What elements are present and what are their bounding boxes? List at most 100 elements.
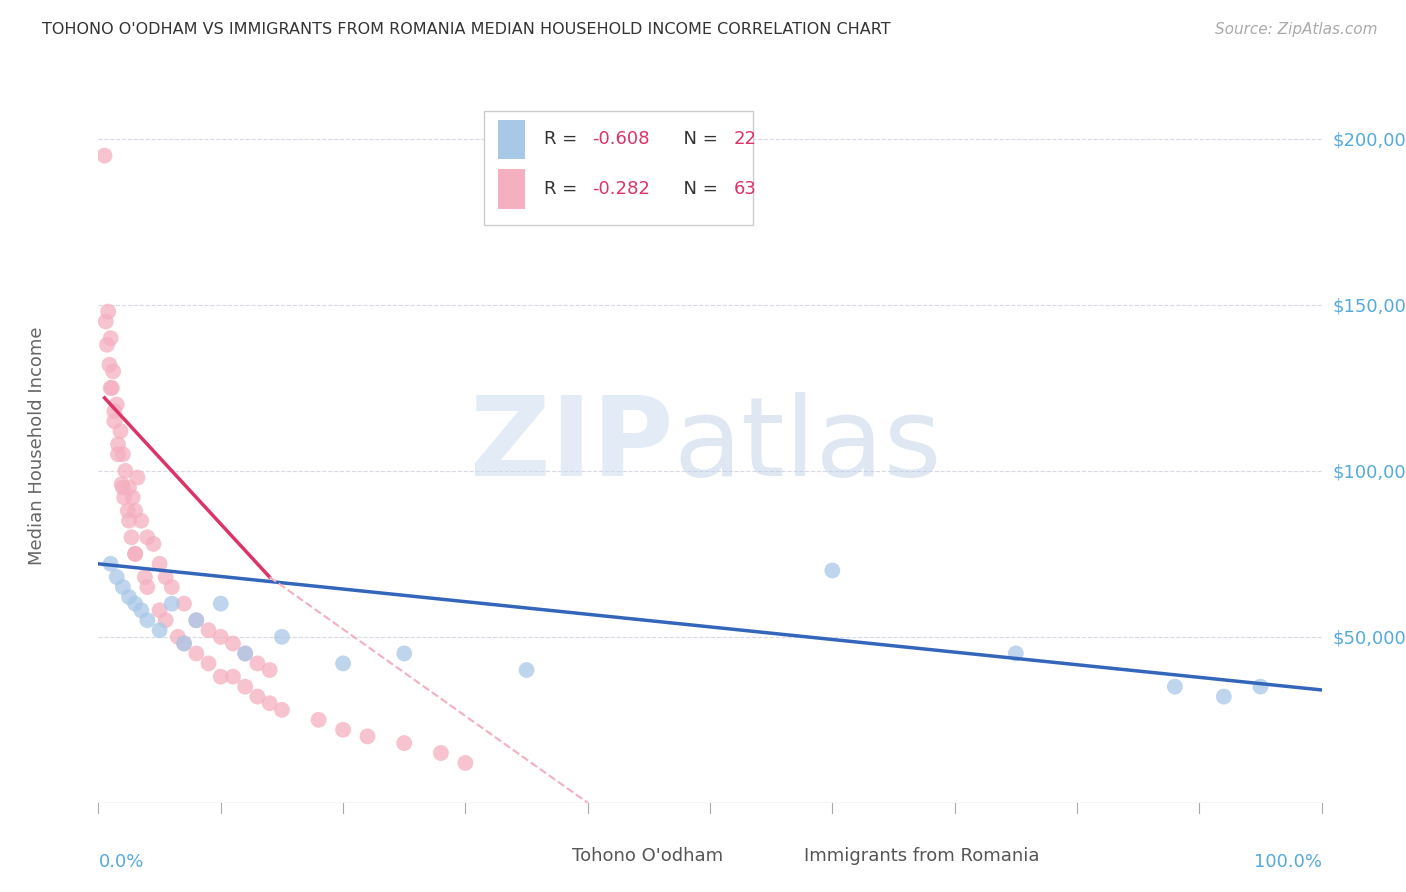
Point <box>197 657 219 671</box>
Point <box>142 537 165 551</box>
Text: Median Household Income: Median Household Income <box>28 326 46 566</box>
Point <box>129 603 152 617</box>
Point <box>107 447 129 461</box>
Point <box>821 564 844 578</box>
Point <box>121 491 143 505</box>
Point <box>392 736 416 750</box>
Text: N =: N = <box>672 130 724 148</box>
Text: -0.608: -0.608 <box>592 130 650 148</box>
Point <box>124 504 146 518</box>
Point <box>259 696 281 710</box>
Text: N =: N = <box>672 180 724 198</box>
Point <box>136 613 159 627</box>
Point <box>270 703 294 717</box>
Text: Source: ZipAtlas.com: Source: ZipAtlas.com <box>1215 22 1378 37</box>
Point <box>107 437 129 451</box>
Point <box>1164 680 1187 694</box>
Point <box>110 424 132 438</box>
Text: Immigrants from Romania: Immigrants from Romania <box>804 847 1039 865</box>
Point <box>454 756 477 770</box>
Point <box>149 624 172 638</box>
Point <box>129 514 152 528</box>
Point <box>149 603 172 617</box>
Point <box>233 647 256 661</box>
Point <box>270 630 294 644</box>
Point <box>308 713 330 727</box>
Point <box>124 547 146 561</box>
Point <box>1004 647 1026 661</box>
Point <box>1212 690 1234 704</box>
Point <box>103 404 125 418</box>
Point <box>117 504 139 518</box>
Point <box>233 680 256 694</box>
Point <box>93 148 115 162</box>
Text: -0.282: -0.282 <box>592 180 651 198</box>
Bar <box>533 844 564 869</box>
Point <box>111 580 134 594</box>
Point <box>173 636 195 650</box>
Point <box>155 570 177 584</box>
Point <box>118 514 141 528</box>
Bar <box>498 120 526 159</box>
Point <box>173 636 195 650</box>
Text: atlas: atlas <box>673 392 942 500</box>
Bar <box>765 844 796 869</box>
Point <box>96 338 118 352</box>
Point <box>120 530 142 544</box>
Text: R =: R = <box>544 130 582 148</box>
Text: TOHONO O'ODHAM VS IMMIGRANTS FROM ROMANIA MEDIAN HOUSEHOLD INCOME CORRELATION CH: TOHONO O'ODHAM VS IMMIGRANTS FROM ROMANI… <box>42 22 891 37</box>
Point <box>186 613 208 627</box>
Text: ZIP: ZIP <box>470 392 673 500</box>
Text: 63: 63 <box>734 180 756 198</box>
Point <box>209 630 232 644</box>
Point <box>155 613 177 627</box>
Point <box>97 304 120 318</box>
Text: 22: 22 <box>734 130 756 148</box>
Point <box>101 381 124 395</box>
Point <box>186 647 208 661</box>
Point <box>1250 680 1272 694</box>
Point <box>186 613 208 627</box>
Point <box>160 580 183 594</box>
Point <box>111 477 134 491</box>
Point <box>392 647 416 661</box>
Point <box>100 331 122 345</box>
Point <box>233 647 256 661</box>
Point <box>246 690 269 704</box>
Point <box>136 530 159 544</box>
Point <box>124 547 146 561</box>
Point <box>332 657 354 671</box>
Point <box>332 723 354 737</box>
Point <box>209 670 232 684</box>
Point <box>111 447 134 461</box>
Point <box>114 464 136 478</box>
Point <box>134 570 156 584</box>
Point <box>173 597 195 611</box>
Point <box>222 636 245 650</box>
Point <box>167 630 190 644</box>
Point <box>112 491 135 505</box>
Point <box>98 358 121 372</box>
Point <box>136 580 159 594</box>
Point <box>149 557 172 571</box>
Text: Tohono O'odham: Tohono O'odham <box>572 847 723 865</box>
Point <box>259 663 281 677</box>
Point <box>105 570 128 584</box>
Point <box>430 746 453 760</box>
Point <box>100 557 122 571</box>
Text: R =: R = <box>544 180 582 198</box>
Point <box>101 364 124 378</box>
Bar <box>498 169 526 209</box>
Point <box>118 481 141 495</box>
Point <box>111 481 134 495</box>
Point <box>94 314 117 328</box>
Point <box>127 470 149 484</box>
Text: 0.0%: 0.0% <box>98 853 143 871</box>
Point <box>209 597 232 611</box>
Point <box>197 624 219 638</box>
Point <box>124 597 146 611</box>
Text: 100.0%: 100.0% <box>1254 853 1322 871</box>
Point <box>105 397 128 411</box>
Point <box>118 590 141 604</box>
Point <box>246 657 269 671</box>
